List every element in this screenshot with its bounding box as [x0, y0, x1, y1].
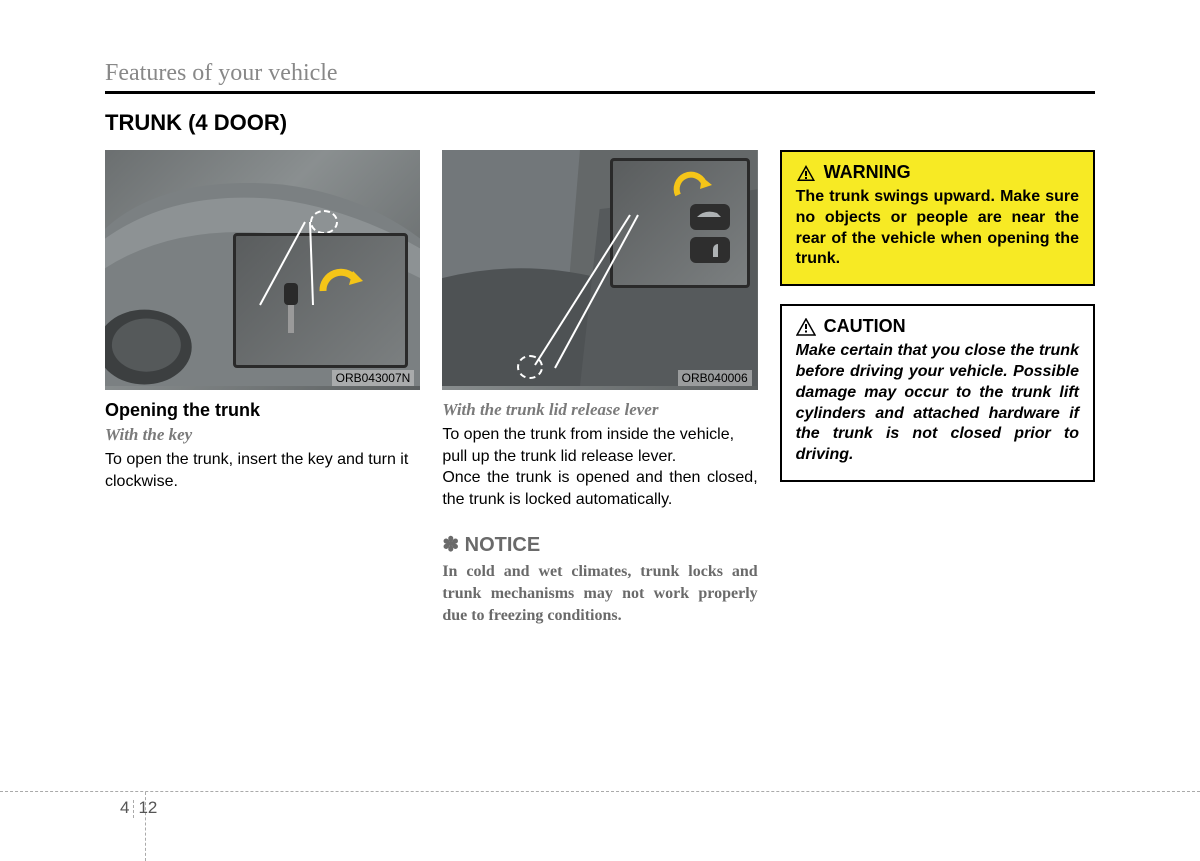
caution-icon [796, 318, 816, 336]
warning-body: The trunk swings upward. Make sure no ob… [796, 187, 1079, 270]
figure-trunk-lever: ORB040006 [442, 150, 757, 390]
column-3: WARNING The trunk swings upward. Make su… [780, 150, 1095, 626]
caution-label: CAUTION [824, 316, 906, 337]
caution-box: CAUTION Make certain that you close the … [780, 304, 1095, 482]
notice-body: In cold and wet climates, trunk locks an… [442, 561, 757, 626]
col1-heading: Opening the trunk [105, 400, 420, 421]
column-2: ORB040006 With the trunk lid release lev… [442, 150, 757, 626]
column-1: ORB043007N Opening the trunk With the ke… [105, 150, 420, 626]
col1-subheading: With the key [105, 425, 420, 445]
page-footer: 412 [0, 791, 1200, 831]
caution-body: Make certain that you close the trunk be… [796, 341, 1079, 466]
col2-body2: Once the trunk is opened and then closed… [442, 467, 757, 510]
notice-label: ✽ NOTICE [442, 532, 757, 557]
section-title: TRUNK (4 DOOR) [105, 110, 1095, 136]
figure-trunk-key: ORB043007N [105, 150, 420, 390]
col2-subheading: With the trunk lid release lever [442, 400, 757, 420]
figure-label-1: ORB043007N [332, 370, 415, 386]
col1-body: To open the trunk, insert the key and tu… [105, 449, 420, 492]
figure-label-2: ORB040006 [678, 370, 752, 386]
warning-label: WARNING [824, 162, 911, 183]
page-number: 412 [120, 798, 157, 818]
warning-icon [796, 164, 816, 182]
warning-box: WARNING The trunk swings upward. Make su… [780, 150, 1095, 286]
chapter-header: Features of your vehicle [105, 60, 1095, 94]
col2-body1: To open the trunk from inside the vehicl… [442, 424, 757, 467]
